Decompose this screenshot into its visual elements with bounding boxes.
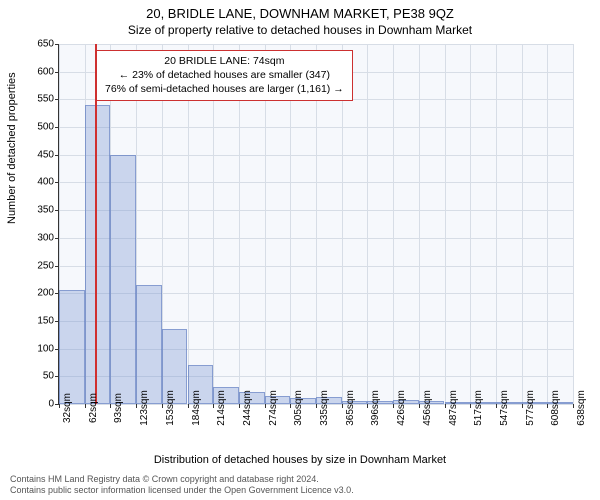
xtick-mark — [85, 404, 86, 408]
chart-container: 20, BRIDLE LANE, DOWNHAM MARKET, PE38 9Q… — [0, 0, 600, 500]
xtick-mark — [316, 404, 317, 408]
xtick-mark — [496, 404, 497, 408]
xtick-mark — [342, 404, 343, 408]
histogram-bar — [110, 155, 136, 404]
gridline-v — [445, 44, 446, 404]
chart-title: 20, BRIDLE LANE, DOWNHAM MARKET, PE38 9Q… — [0, 0, 600, 21]
gridline-v — [547, 44, 548, 404]
annotation-line3: 76% of semi-detached houses are larger (… — [105, 82, 344, 96]
gridline-v — [573, 44, 574, 404]
xtick-label: 32sqm — [62, 393, 73, 423]
xtick-mark — [393, 404, 394, 408]
xtick-label: 517sqm — [473, 390, 484, 426]
xtick-mark — [547, 404, 548, 408]
annotation-line1: 20 BRIDLE LANE: 74sqm — [105, 54, 344, 68]
ytick-label: 350 — [14, 205, 54, 216]
xtick-label: 62sqm — [88, 393, 99, 423]
gridline-v — [470, 44, 471, 404]
xtick-label: 547sqm — [499, 390, 510, 426]
xtick-mark — [239, 404, 240, 408]
footer-line2: Contains public sector information licen… — [10, 485, 354, 496]
ytick-label: 200 — [14, 288, 54, 299]
xtick-label: 396sqm — [370, 390, 381, 426]
xtick-label: 123sqm — [139, 390, 150, 426]
xtick-label: 638sqm — [576, 390, 587, 426]
xtick-mark — [367, 404, 368, 408]
x-axis-label: Distribution of detached houses by size … — [0, 454, 600, 466]
gridline-v — [496, 44, 497, 404]
xtick-mark — [290, 404, 291, 408]
xtick-label: 365sqm — [345, 390, 356, 426]
gridline-v — [419, 44, 420, 404]
footer-line1: Contains HM Land Registry data © Crown c… — [10, 474, 354, 485]
gridline-v — [367, 44, 368, 404]
ytick-label: 150 — [14, 315, 54, 326]
xtick-mark — [188, 404, 189, 408]
footer: Contains HM Land Registry data © Crown c… — [10, 474, 354, 497]
ytick-label: 50 — [14, 371, 54, 382]
ytick-label: 250 — [14, 260, 54, 271]
gridline-v — [522, 44, 523, 404]
xtick-mark — [573, 404, 574, 408]
xtick-label: 426sqm — [396, 390, 407, 426]
xtick-mark — [470, 404, 471, 408]
xtick-mark — [445, 404, 446, 408]
ytick-label: 600 — [14, 66, 54, 77]
xtick-label: 93sqm — [113, 393, 124, 423]
xtick-label: 335sqm — [319, 390, 330, 426]
annotation-line2: ← 23% of detached houses are smaller (34… — [105, 68, 344, 82]
ytick-label: 0 — [14, 399, 54, 410]
xtick-label: 487sqm — [448, 390, 459, 426]
ytick-label: 300 — [14, 232, 54, 243]
ytick-label: 550 — [14, 94, 54, 105]
histogram-bar — [59, 290, 85, 404]
xtick-label: 305sqm — [293, 390, 304, 426]
xtick-mark — [59, 404, 60, 408]
ytick-label: 650 — [14, 39, 54, 50]
xtick-mark — [162, 404, 163, 408]
xtick-mark — [522, 404, 523, 408]
annotation-box: 20 BRIDLE LANE: 74sqm ← 23% of detached … — [96, 50, 353, 101]
histogram-bar — [136, 285, 162, 404]
xtick-label: 214sqm — [216, 390, 227, 426]
xtick-mark — [419, 404, 420, 408]
ytick-label: 450 — [14, 149, 54, 160]
ytick-label: 400 — [14, 177, 54, 188]
xtick-label: 153sqm — [165, 390, 176, 426]
xtick-label: 577sqm — [525, 390, 536, 426]
xtick-label: 274sqm — [268, 390, 279, 426]
xtick-label: 184sqm — [191, 390, 202, 426]
xtick-mark — [213, 404, 214, 408]
ytick-label: 500 — [14, 122, 54, 133]
xtick-label: 456sqm — [422, 390, 433, 426]
chart-subtitle: Size of property relative to detached ho… — [0, 21, 600, 37]
xtick-label: 244sqm — [242, 390, 253, 426]
xtick-label: 608sqm — [550, 390, 561, 426]
histogram-bar — [85, 105, 111, 404]
gridline-v — [393, 44, 394, 404]
ytick-label: 100 — [14, 343, 54, 354]
xtick-mark — [136, 404, 137, 408]
xtick-mark — [110, 404, 111, 408]
xtick-mark — [265, 404, 266, 408]
